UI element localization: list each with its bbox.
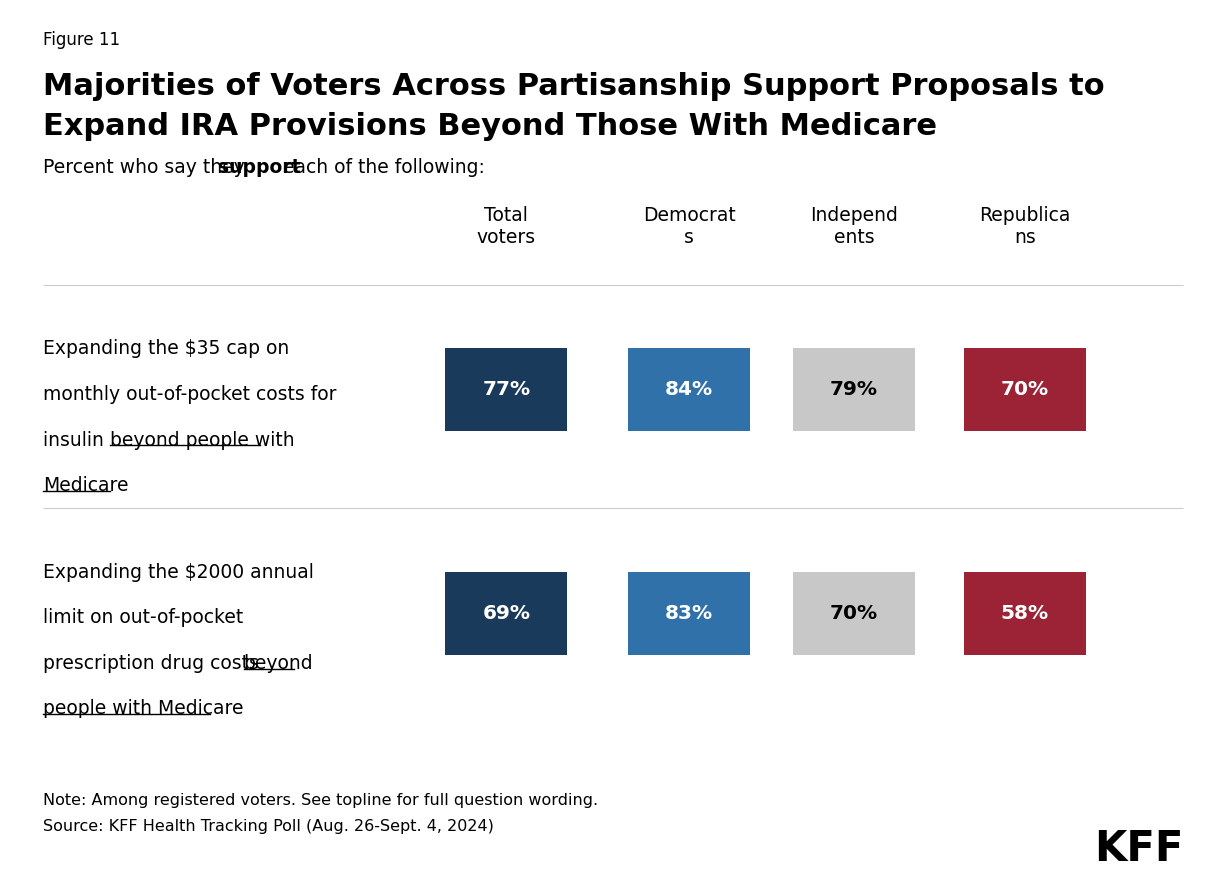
Text: people with Medicare: people with Medicare <box>43 699 243 718</box>
Text: monthly out-of-pocket costs for: monthly out-of-pocket costs for <box>43 385 337 404</box>
FancyBboxPatch shape <box>793 571 915 655</box>
Text: 58%: 58% <box>1000 604 1049 623</box>
Text: Democrat
s: Democrat s <box>643 206 736 247</box>
FancyBboxPatch shape <box>628 348 750 431</box>
Text: Expanding the $35 cap on: Expanding the $35 cap on <box>43 339 289 358</box>
Text: Total
voters: Total voters <box>477 206 536 247</box>
Text: Republica
ns: Republica ns <box>980 206 1070 247</box>
Text: 70%: 70% <box>1000 380 1049 399</box>
FancyBboxPatch shape <box>793 348 915 431</box>
Text: KFF: KFF <box>1094 828 1183 870</box>
Text: insulin: insulin <box>43 430 110 449</box>
Text: Expanding the $2000 annual: Expanding the $2000 annual <box>43 563 314 582</box>
Text: beyond people with: beyond people with <box>110 430 294 449</box>
Text: Source: KFF Health Tracking Poll (Aug. 26-Sept. 4, 2024): Source: KFF Health Tracking Poll (Aug. 2… <box>43 819 494 834</box>
Text: 69%: 69% <box>482 604 531 623</box>
Text: Majorities of Voters Across Partisanship Support Proposals to: Majorities of Voters Across Partisanship… <box>43 72 1104 101</box>
Text: Percent who say they: Percent who say they <box>43 158 250 177</box>
Text: Note: Among registered voters. See topline for full question wording.: Note: Among registered voters. See topli… <box>43 793 598 808</box>
Text: 84%: 84% <box>665 380 714 399</box>
Text: beyond: beyond <box>244 653 314 673</box>
FancyBboxPatch shape <box>445 571 567 655</box>
FancyBboxPatch shape <box>628 571 750 655</box>
Text: Figure 11: Figure 11 <box>43 31 120 49</box>
FancyBboxPatch shape <box>964 571 1086 655</box>
Text: 70%: 70% <box>830 604 878 623</box>
Text: limit on out-of-pocket: limit on out-of-pocket <box>43 608 243 627</box>
Text: 79%: 79% <box>830 380 878 399</box>
Text: 83%: 83% <box>665 604 714 623</box>
FancyBboxPatch shape <box>964 348 1086 431</box>
Text: Expand IRA Provisions Beyond Those With Medicare: Expand IRA Provisions Beyond Those With … <box>43 112 937 141</box>
Text: 77%: 77% <box>482 380 531 399</box>
Text: prescription drug costs: prescription drug costs <box>43 653 265 673</box>
Text: support: support <box>218 158 301 177</box>
Text: each of the following:: each of the following: <box>277 158 484 177</box>
FancyBboxPatch shape <box>445 348 567 431</box>
Text: Independ
ents: Independ ents <box>810 206 898 247</box>
Text: Medicare: Medicare <box>43 477 128 495</box>
